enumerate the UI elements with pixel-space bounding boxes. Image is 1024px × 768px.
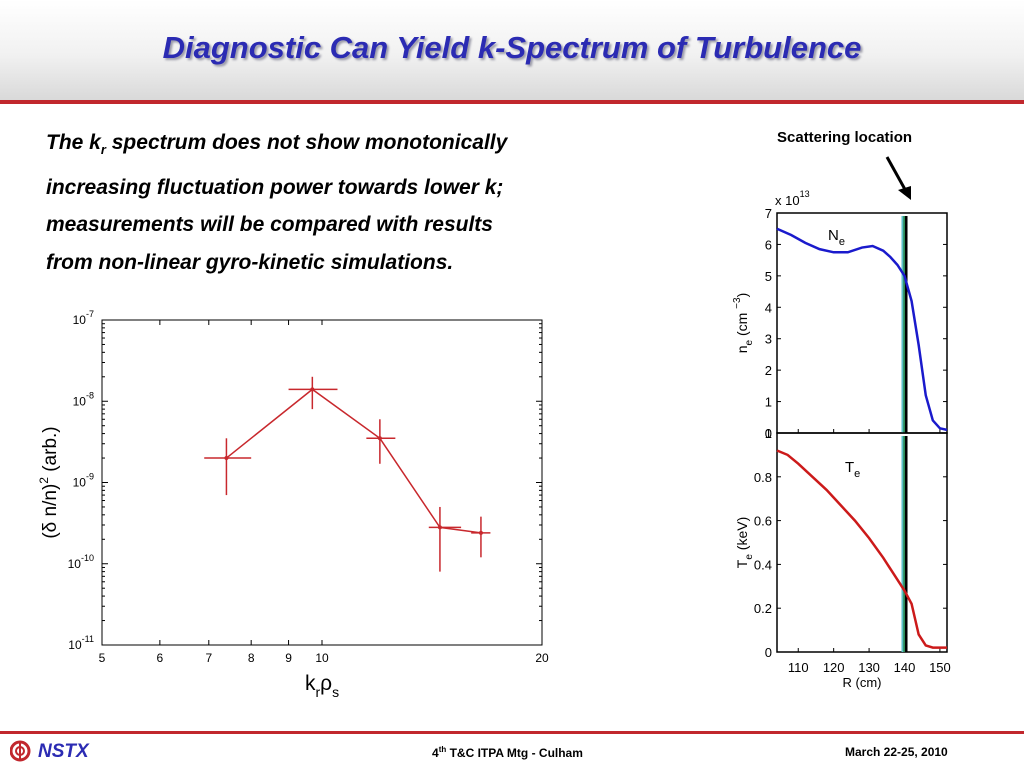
x-tick-label: 20 (535, 651, 549, 665)
ne-frame (776, 212, 948, 434)
header-band (0, 0, 1024, 100)
body-line-2: increasing fluctuation power towards low… (46, 175, 504, 199)
ne-y-tick-label: 7 (765, 206, 772, 221)
ne-y-axis-label: ne (cm −3) (732, 293, 755, 354)
te-annotation: Te (845, 459, 860, 480)
y-tick-exponent: -10 (81, 553, 94, 563)
nstx-logo-icon (10, 740, 31, 762)
ne-y-tick-label: 5 (765, 269, 772, 284)
x-tick-label: 110 (788, 660, 809, 675)
y-tick-exponent: -11 (82, 634, 94, 644)
plot-frame (101, 319, 543, 646)
data-point (377, 436, 382, 441)
body-line-1-sub: r (100, 142, 106, 158)
y-tick-base: 10 (73, 476, 87, 490)
ne-y-tick-label: 6 (765, 237, 772, 252)
kspec-line (225, 388, 482, 534)
y-tick-exponent: -9 (86, 472, 94, 482)
y-tick-label: 10-7 (73, 309, 94, 327)
body-line-4: from non-linear gyro-kinetic simulations… (46, 250, 454, 274)
body-line-1b: spectrum does not show monotonically (105, 131, 508, 154)
ne-multiplier: x 1013 (775, 189, 810, 208)
y-tick-exponent: -8 (86, 390, 94, 400)
body-line-1: The kr spectrum does not show monotonica… (46, 124, 636, 169)
x-tick-label: 8 (248, 651, 255, 665)
footer (0, 734, 1024, 768)
te-y-tick-label: 0.4 (754, 557, 772, 572)
scattering-location-label: Scattering location (777, 129, 913, 146)
data-point (224, 456, 229, 461)
body-line-1a: The k (46, 131, 101, 154)
y-tick-label: 10-10 (68, 553, 94, 571)
arrow-icon (885, 156, 911, 200)
te-frame (776, 432, 948, 653)
x-tick-label: 10 (315, 651, 329, 665)
te-y-tick-label: 0.6 (754, 514, 772, 529)
slide-title: Diagnostic Can Yield k-Spectrum of Turbu… (162, 30, 862, 65)
data-point (478, 530, 483, 535)
y-axis-label: (δ n/n)2 (arb.) (37, 426, 61, 538)
x-tick-label: 7 (205, 651, 212, 665)
ne-annotation: Ne (828, 227, 845, 248)
y-tick-base: 10 (68, 638, 82, 652)
y-tick-label: 10-11 (68, 634, 94, 652)
ne-y-tick-label: 1 (765, 395, 772, 410)
ne-profile-line (776, 227, 948, 432)
footer-meeting-num: 4 (432, 746, 439, 760)
y-tick-label: 10-9 (73, 472, 94, 490)
title-divider (0, 100, 1024, 104)
te-y-axis-label: Te (keV) (734, 517, 755, 568)
footer-meeting: 4th T&C ITPA Mtg - Culham (432, 745, 583, 760)
x-axis-label: krρs (305, 672, 339, 700)
data-point (310, 387, 315, 392)
y-tick-base: 10 (73, 313, 87, 327)
te-y-tick-label: 0 (765, 645, 772, 660)
ne-y-tick-label: 2 (765, 363, 772, 378)
x-tick-label: 150 (929, 660, 951, 675)
ne-y-tick-label: 4 (765, 300, 772, 315)
y-tick-base: 10 (73, 394, 87, 408)
te-y-tick-label: 0.8 (754, 470, 772, 485)
te-y-tick-label: 0.2 (754, 601, 772, 616)
x-axis-label: R (cm) (843, 675, 882, 690)
ne-y-tick-label: 3 (765, 332, 772, 347)
nstx-logo-text: NSTX (38, 741, 89, 762)
x-tick-label: 9 (285, 651, 292, 665)
x-tick-label: 5 (99, 651, 106, 665)
y-tick-label: 10-8 (73, 390, 94, 408)
x-tick-label: 140 (894, 660, 916, 675)
y-tick-exponent: -7 (86, 309, 94, 319)
footer-meeting-text: T&C ITPA Mtg - Culham (446, 746, 583, 760)
te-profile-line (776, 449, 947, 649)
footer-divider (0, 731, 1024, 734)
x-tick-label: 120 (823, 660, 845, 675)
x-tick-label: 6 (157, 651, 164, 665)
body-line-3: measurements will be compared with resul… (46, 213, 493, 237)
body-text: The kr spectrum does not show monotonica… (46, 124, 636, 281)
footer-meeting-sup: th (438, 745, 447, 754)
y-tick-base: 10 (68, 557, 82, 571)
ne-y-tick-label: 0 (765, 426, 772, 441)
x-tick-label: 130 (858, 660, 880, 675)
te-y-tick-label: 1 (765, 426, 772, 441)
data-point (437, 525, 442, 530)
footer-date: March 22-25, 2010 (845, 745, 948, 759)
